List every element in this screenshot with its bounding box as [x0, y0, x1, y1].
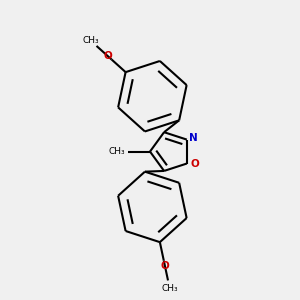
Text: O: O: [160, 261, 169, 271]
Text: CH₃: CH₃: [82, 36, 99, 45]
Text: N: N: [189, 133, 198, 143]
Text: CH₃: CH₃: [161, 284, 178, 292]
Text: CH₃: CH₃: [108, 147, 125, 156]
Text: O: O: [190, 160, 199, 170]
Text: O: O: [103, 51, 112, 61]
